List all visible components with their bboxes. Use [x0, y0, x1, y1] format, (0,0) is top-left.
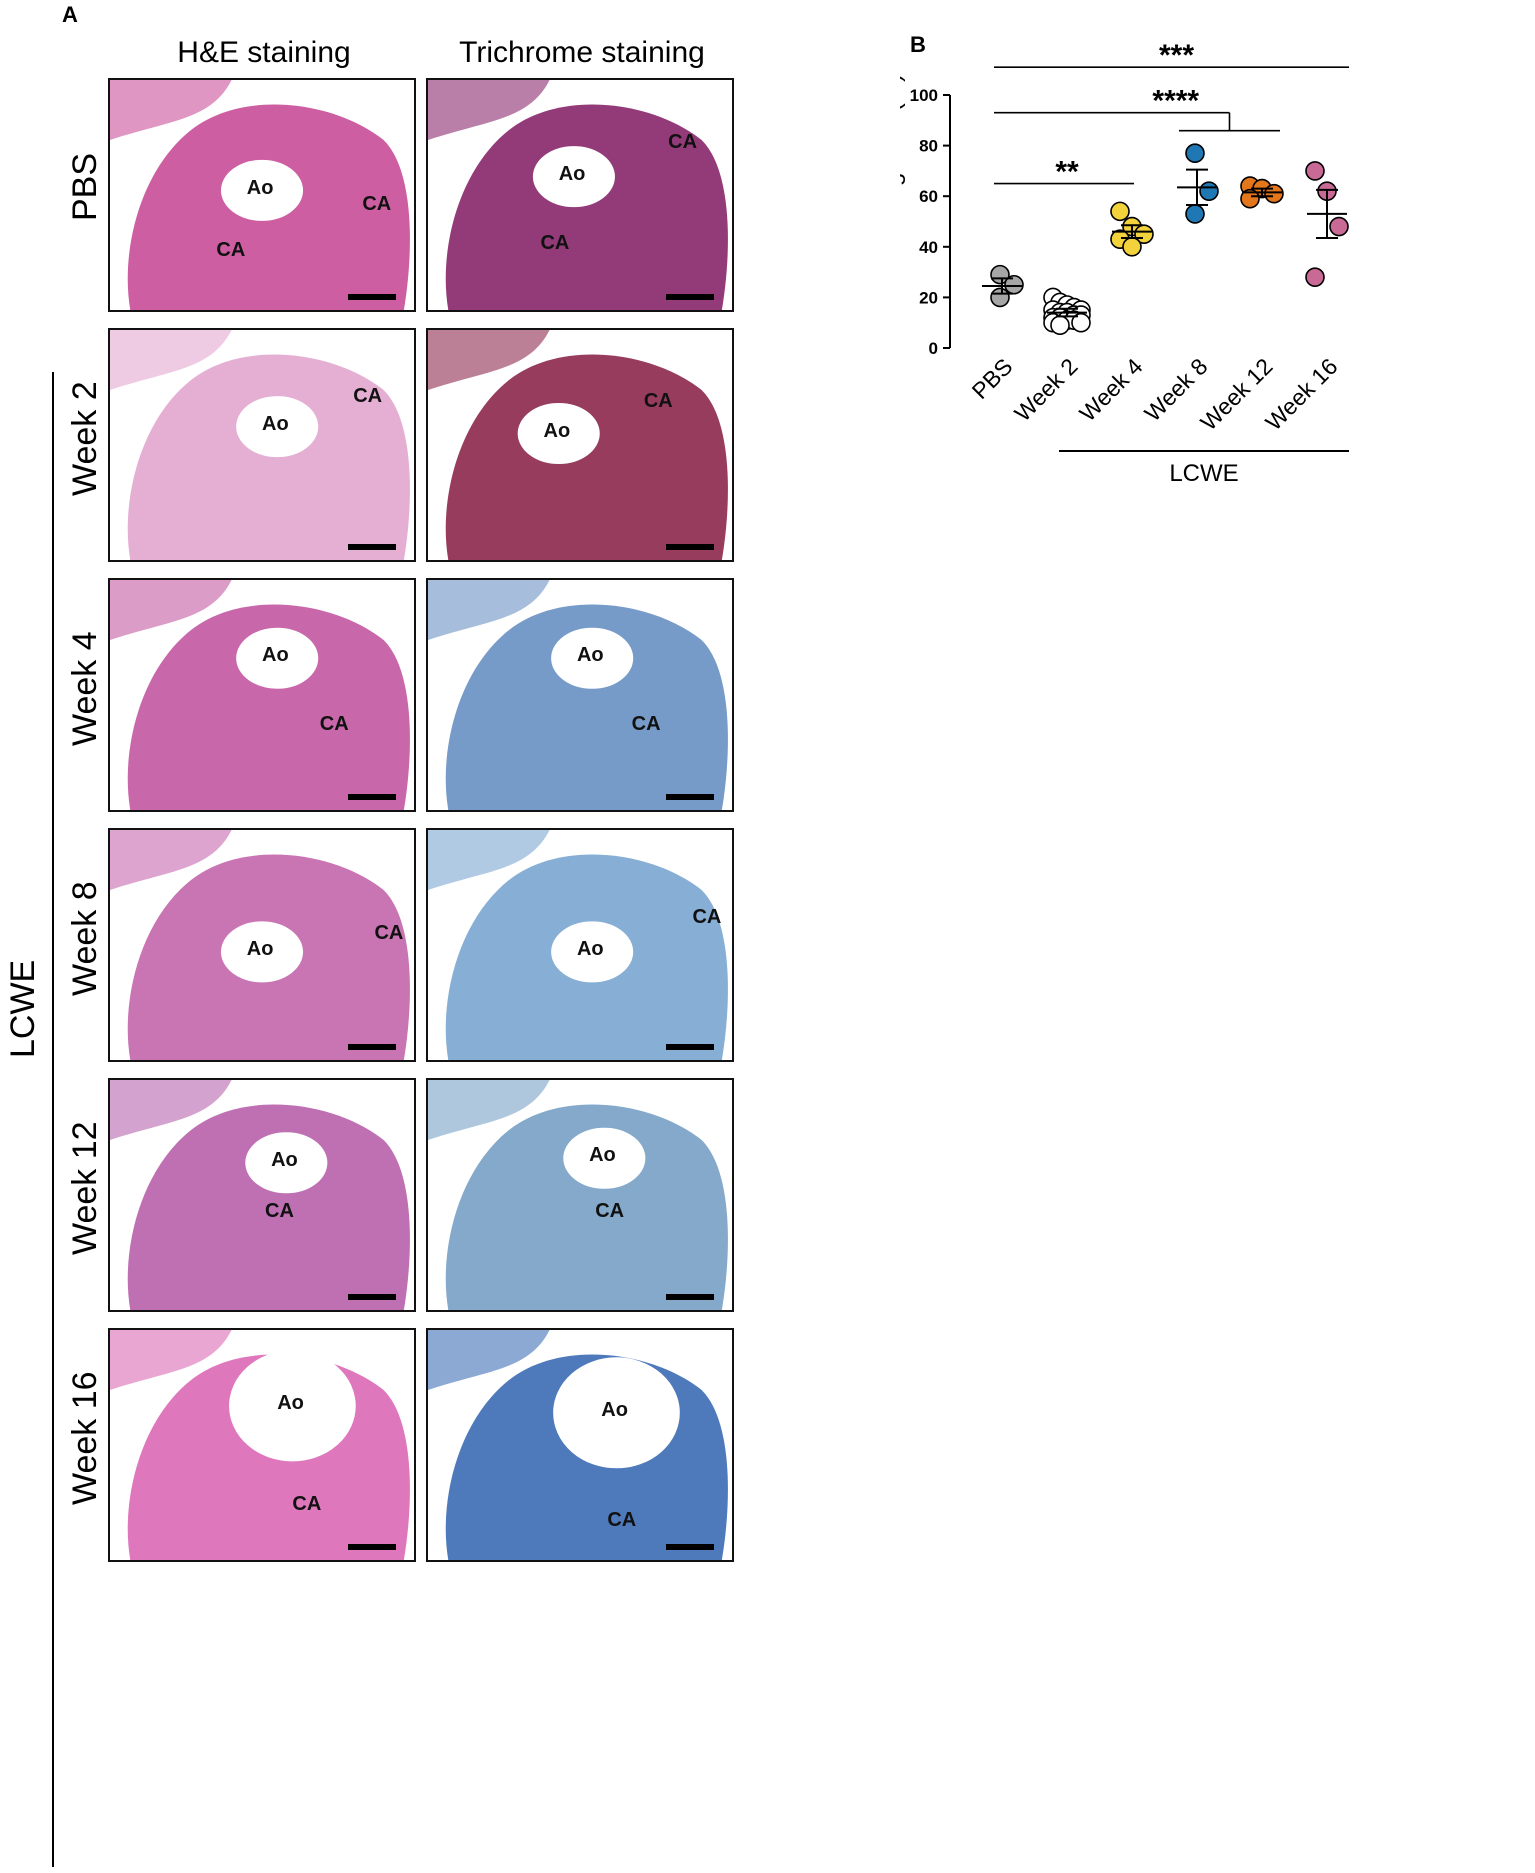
column-header-he: H&E staining	[177, 36, 351, 69]
x-tick-label: Week 16	[1260, 353, 1342, 435]
coronary-artery-label: CA	[265, 1199, 294, 1222]
scale-bar	[348, 1294, 396, 1300]
y-tick-label: 40	[919, 238, 938, 257]
x-tick-label: Week 4	[1074, 353, 1147, 426]
significance-label: ***	[1159, 39, 1194, 72]
y-tick-label: 20	[919, 288, 938, 307]
coronary-artery-label: CA	[362, 192, 392, 215]
y-axis-label: Trichrome staining area (%)	[900, 74, 906, 369]
tissue-image-he-week-8: Ao CA	[108, 828, 416, 1062]
scale-bar	[348, 544, 396, 550]
data-point	[1110, 201, 1130, 222]
coronary-artery-label: CA	[692, 905, 722, 928]
lcwe-group-label: LCWE	[1169, 460, 1238, 487]
row-label-week-2: Week 2	[66, 381, 104, 496]
scale-bar	[666, 1294, 714, 1300]
data-point	[990, 287, 1010, 308]
scale-bar	[666, 1044, 714, 1050]
panel-b-chart: B 0 20 40 60 80 100 Trichrome staining area (%)…	[900, 32, 1349, 487]
aorta-label: Ao	[601, 1399, 628, 1421]
coronary-artery-label: CA	[643, 389, 673, 412]
tissue-image-trichrome-week-16: Ao CA	[426, 1328, 734, 1562]
aorta-label: Ao	[271, 1149, 298, 1171]
tissue-image-trichrome-pbs: Ao CA CA	[426, 78, 734, 312]
tissue-image-he-week-16: Ao CA	[108, 1328, 416, 1562]
data-point	[1004, 274, 1024, 295]
coronary-artery-label: CA	[540, 231, 570, 254]
scale-bar	[348, 794, 396, 800]
scale-bar	[348, 294, 396, 300]
row-label-week-12: Week 12	[66, 1120, 104, 1255]
row-label-week-4: Week 4	[66, 631, 104, 746]
y-tick-label: 100	[910, 86, 938, 105]
coronary-artery-label: CA	[292, 1493, 322, 1516]
scale-bar	[348, 1044, 396, 1050]
tissue-image-trichrome-week-4: Ao CA	[426, 578, 734, 812]
aorta-label: Ao	[576, 938, 604, 961]
coronary-artery-label: CA	[353, 385, 383, 408]
significance-label: ****	[1152, 85, 1199, 118]
tissue-image-he-week-4: Ao CA	[108, 578, 416, 812]
data-point	[1199, 181, 1219, 201]
panel-a-letter: A	[62, 2, 78, 27]
x-tick-label: Week 2	[1009, 353, 1082, 426]
tissue-image-trichrome-week-2: Ao CA	[426, 328, 734, 562]
tissue-image-he-week-2: Ao CA	[108, 328, 416, 562]
coronary-artery-label: CA	[319, 713, 349, 736]
aorta-label: Ao	[589, 1144, 616, 1167]
aorta-label: Ao	[262, 412, 289, 435]
y-tick-label: 80	[919, 137, 938, 156]
row-label-pbs: PBS	[66, 152, 104, 221]
tissue-image-he-pbs: Ao CA CA	[108, 78, 416, 312]
panel-b-letter: B	[910, 32, 926, 57]
aorta-label: Ao	[277, 1392, 304, 1415]
aorta-label: Ao	[576, 644, 604, 667]
scale-bar	[666, 294, 714, 300]
scale-bar	[666, 1544, 714, 1550]
coronary-artery-label: CA	[631, 713, 661, 736]
data-point	[1329, 216, 1349, 237]
lcwe-group-label: LCWE	[4, 959, 42, 1058]
aorta-label: Ao	[262, 644, 289, 667]
y-tick-label: 0	[929, 339, 938, 358]
aorta-label: Ao	[543, 419, 571, 442]
data-point	[1050, 315, 1070, 336]
tissue-image-he-week-12: Ao CA	[108, 1078, 416, 1312]
coronary-artery-label: CA	[595, 1199, 625, 1222]
data-point	[1264, 183, 1284, 204]
coronary-artery-label: CA	[668, 130, 698, 153]
data-point	[1185, 204, 1205, 224]
aorta-label: Ao	[246, 176, 274, 199]
data-point	[1122, 237, 1142, 257]
column-header-trichrome: Trichrome staining	[459, 36, 705, 69]
coronary-artery-label: CA	[216, 238, 246, 261]
data-point	[1071, 312, 1091, 333]
scale-bar	[666, 544, 714, 550]
aorta-label: Ao	[558, 162, 586, 185]
coronary-artery-label: CA	[374, 922, 404, 944]
row-label-week-16: Week 16	[66, 1370, 104, 1505]
x-tick-label: PBS	[967, 353, 1018, 404]
data-point	[1305, 267, 1325, 287]
row-label-week-8: Week 8	[66, 881, 104, 996]
tissue-image-trichrome-week-12: Ao CA	[426, 1078, 734, 1312]
tissue-image-trichrome-week-8: Ao CA	[426, 828, 734, 1062]
data-point	[1185, 143, 1205, 163]
scale-bar	[348, 1544, 396, 1550]
data-point	[1305, 161, 1325, 181]
significance-label: **	[1055, 156, 1079, 189]
aorta-label: Ao	[246, 938, 274, 961]
scale-bar	[666, 794, 714, 800]
lcwe-bracket-line	[52, 372, 54, 1867]
coronary-artery-label: CA	[607, 1509, 637, 1532]
data-point	[1240, 188, 1260, 209]
y-tick-label: 60	[919, 187, 938, 206]
